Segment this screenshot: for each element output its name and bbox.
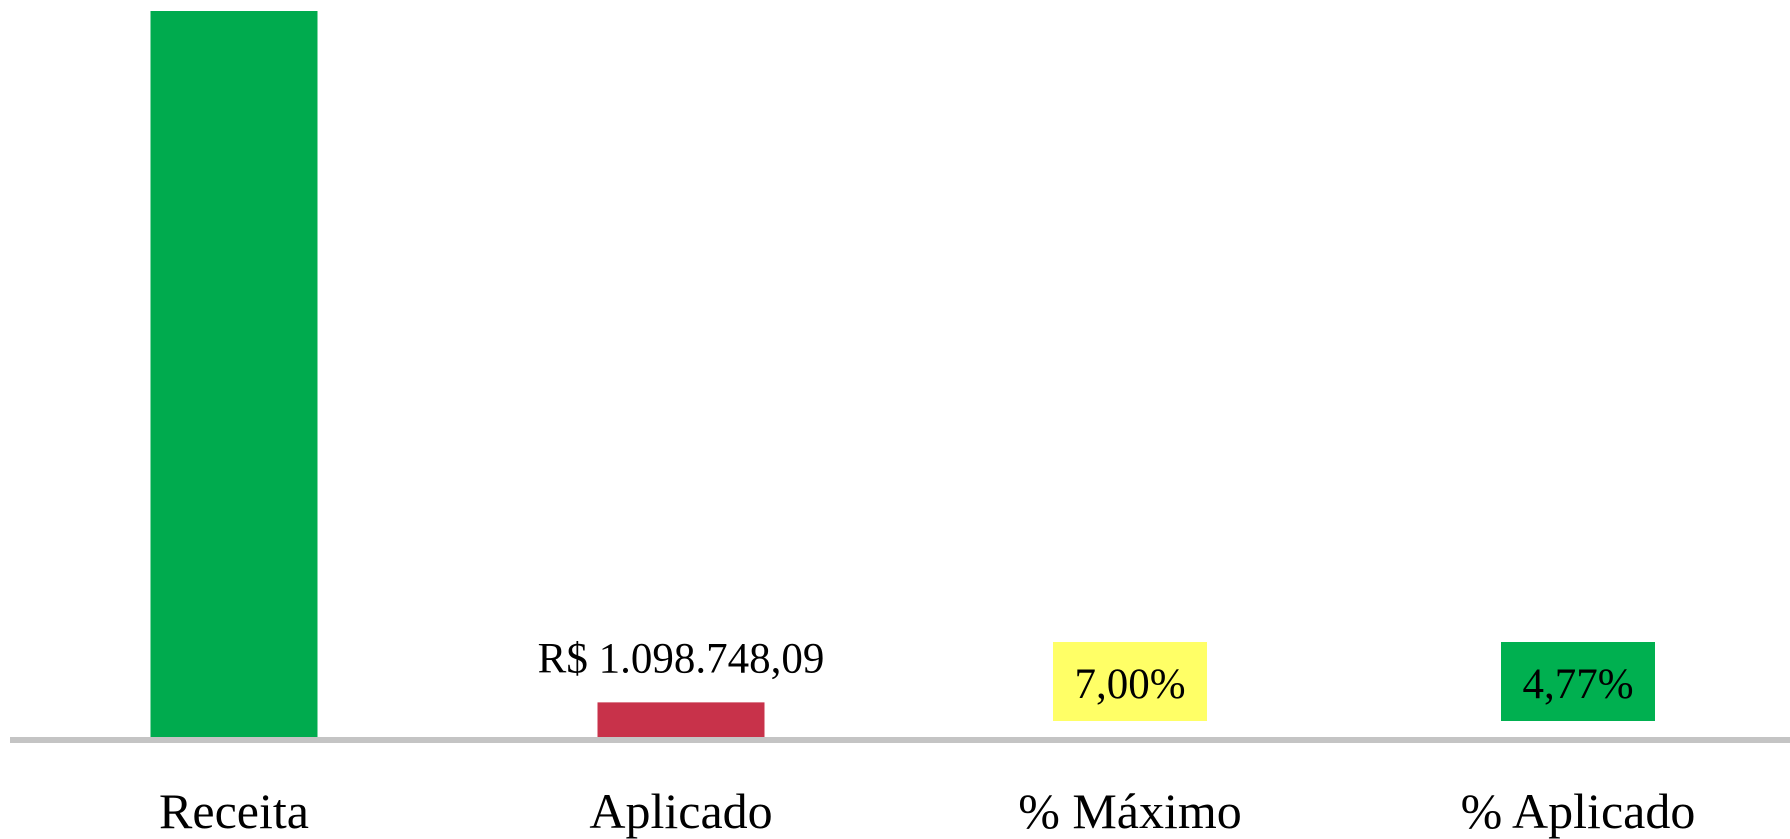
value-label: 7,00% xyxy=(1074,661,1185,708)
value-label: R$ 1.098.748,09 xyxy=(538,635,825,682)
value-label: 4,77% xyxy=(1522,661,1633,708)
x-tick-label: Receita xyxy=(159,783,309,839)
x-tick-label: % Máximo xyxy=(1018,783,1242,839)
label-box xyxy=(1501,642,1655,721)
label-box xyxy=(1053,642,1207,721)
x-tick-label: % Aplicado xyxy=(1461,783,1696,839)
bar xyxy=(597,702,765,737)
x-tick-label: Aplicado xyxy=(589,783,772,839)
bar xyxy=(150,11,318,737)
